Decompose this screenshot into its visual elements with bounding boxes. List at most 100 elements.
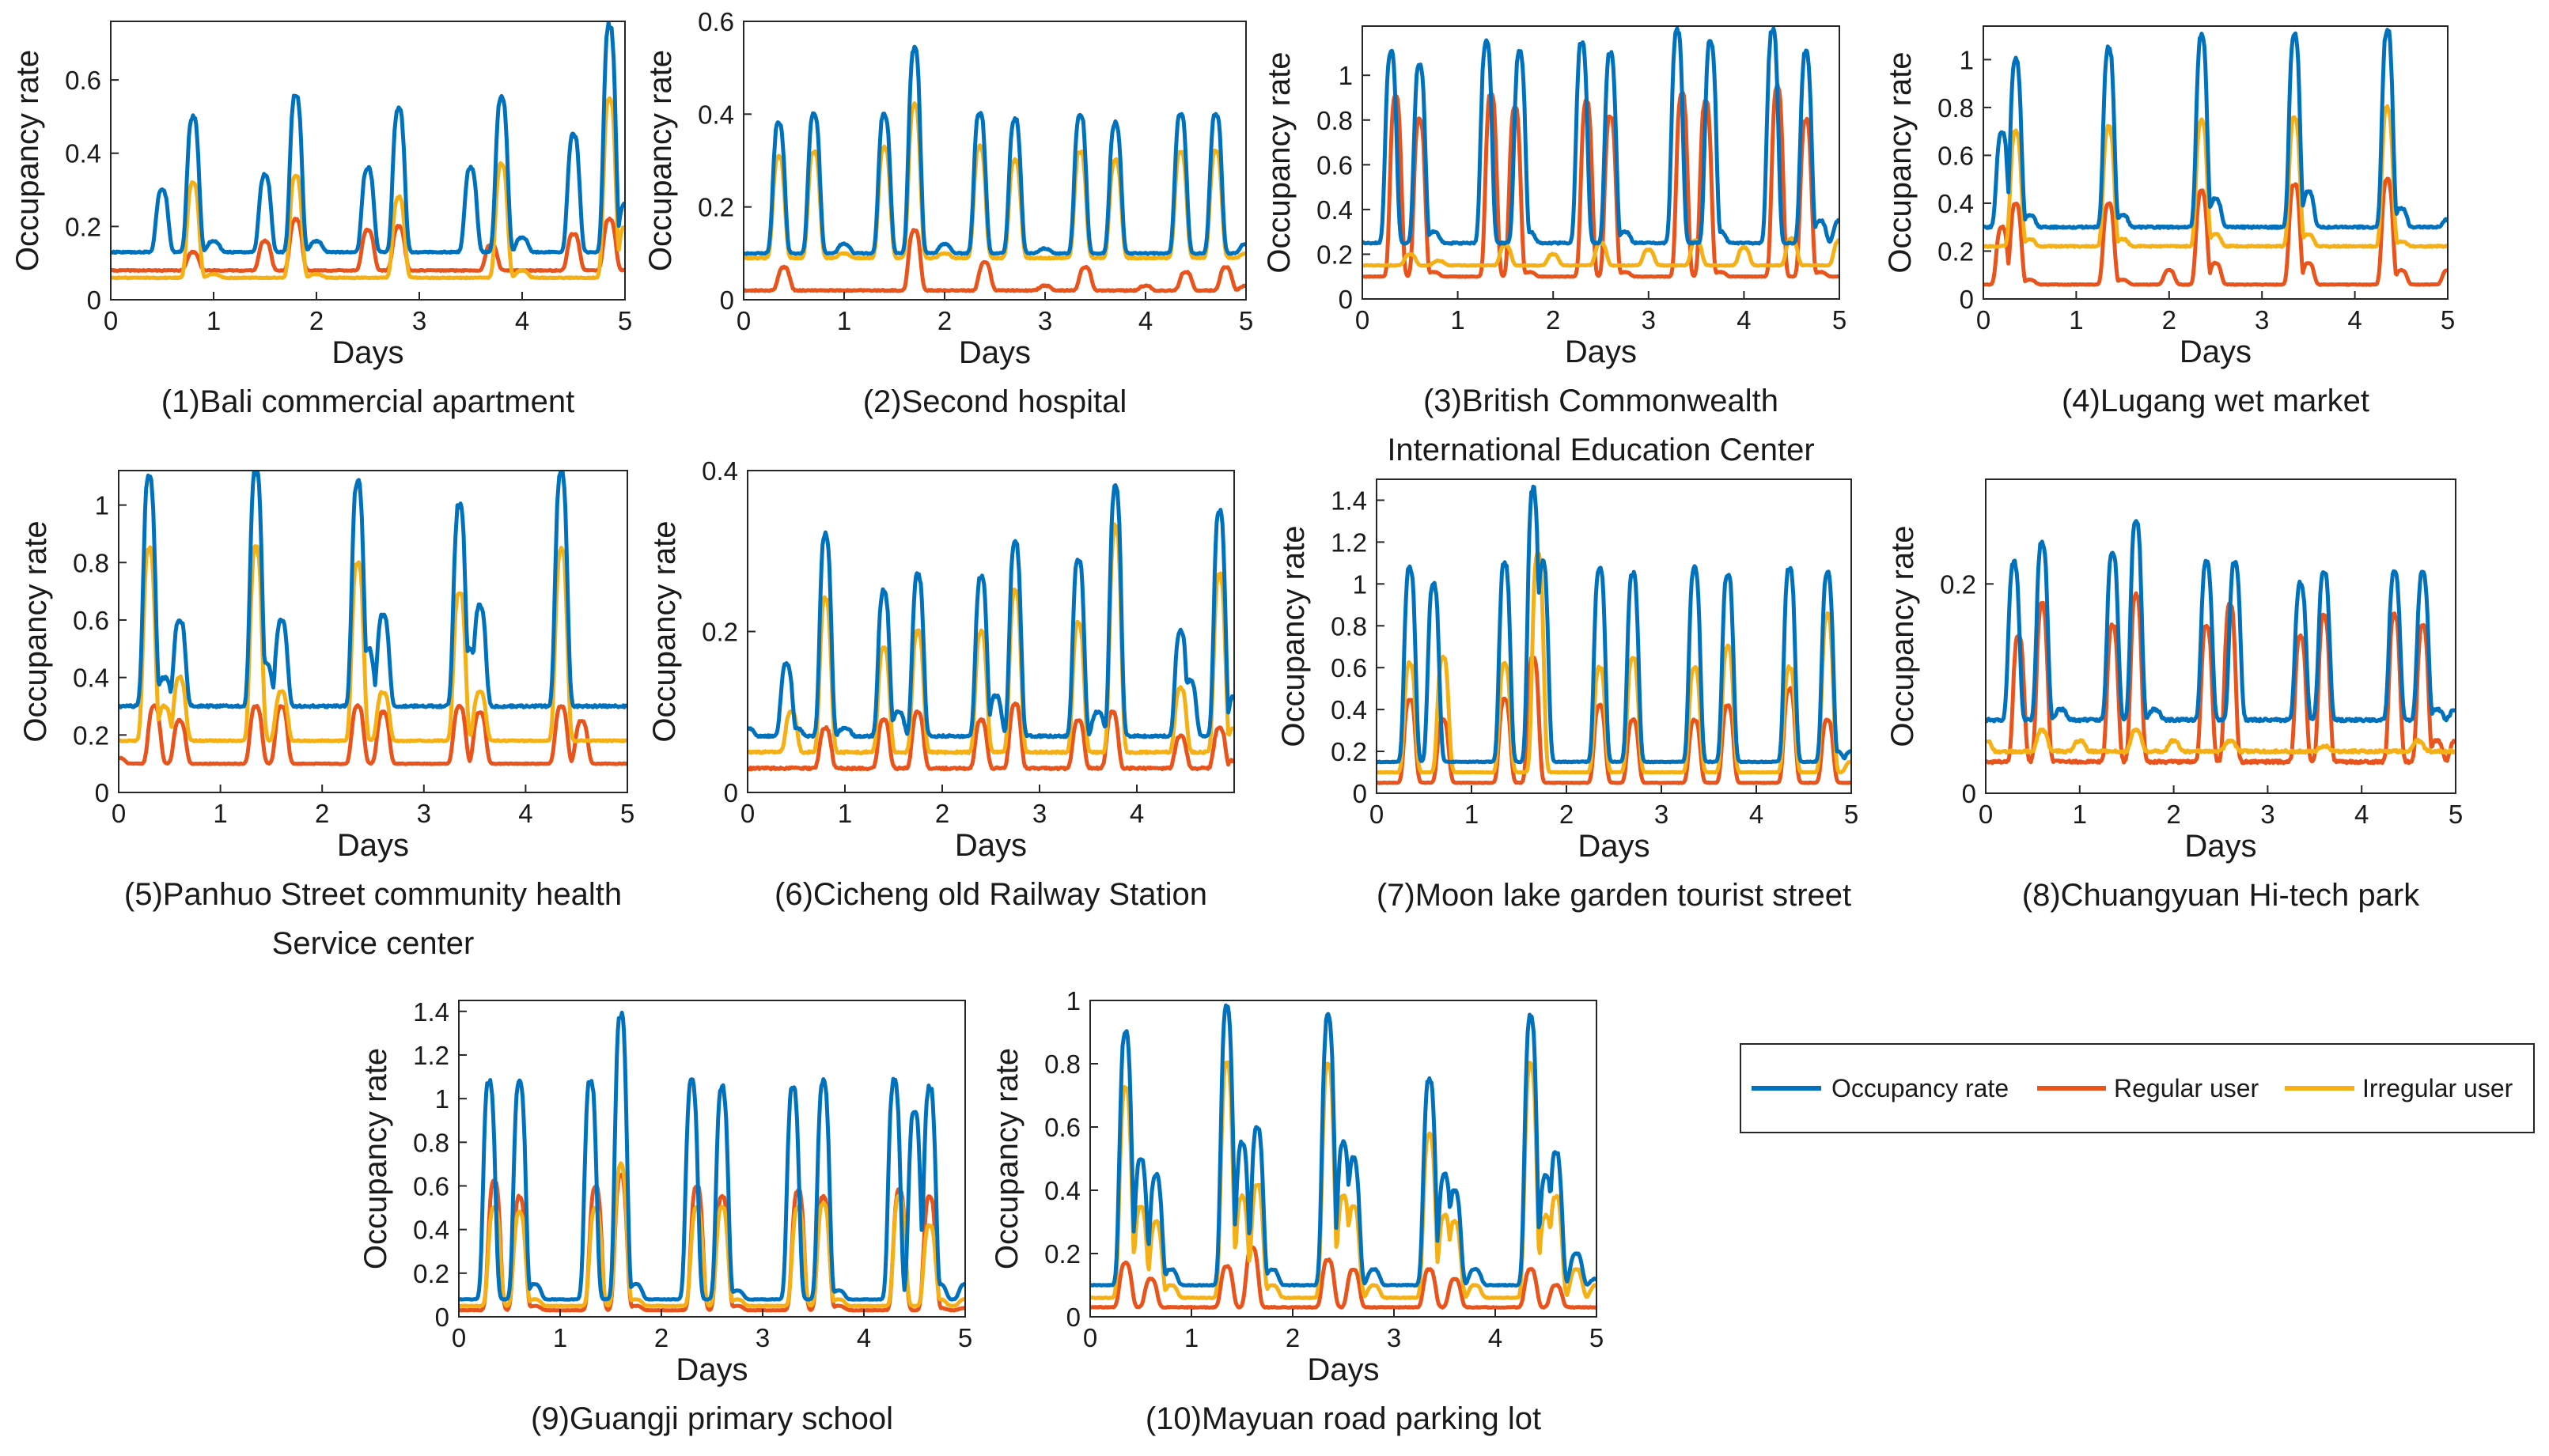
y-tick-label: 0	[720, 286, 734, 315]
x-tick-label: 3	[417, 799, 431, 828]
x-tick-label: 5	[1239, 306, 1253, 335]
series-line-regular	[1362, 82, 1839, 279]
plot-frame	[118, 470, 628, 793]
x-tick-label: 1	[1184, 1323, 1199, 1352]
y-tick-label: 0.2	[413, 1259, 449, 1288]
chart-caption: (2)Second hospital	[863, 384, 1127, 419]
y-tick-label: 0	[1353, 779, 1367, 808]
chart-caption: Service center	[272, 926, 475, 961]
y-tick-label: 0.2	[1940, 569, 1976, 599]
x-tick-label: 1	[1464, 800, 1479, 829]
chart-panel-6: 0 1 2 3 4 0 0.2 0.4 Days Occupancy rate (6)Cicheng…	[647, 456, 1235, 912]
y-tick-label: 1	[95, 491, 109, 520]
x-tick-label: 4	[1749, 800, 1763, 829]
legend-box	[1740, 1043, 2535, 1133]
chart-panel-3: 0 1 2 3 4 5 0 0.2 0.4 0.6 0.8 1 Days Occupancy rate (3…	[1262, 25, 1846, 467]
y-tick-label: 1	[1960, 45, 1974, 74]
x-axis-label: Days	[959, 335, 1031, 370]
y-tick-label: 0.4	[1316, 195, 1353, 225]
plot-frame	[743, 21, 1247, 301]
series-line-regular	[119, 703, 627, 766]
x-tick-label: 2	[309, 306, 324, 335]
series-line-irregular	[119, 544, 627, 743]
x-tick-label: 4	[1737, 305, 1751, 335]
chart-caption: (4)Lugang wet market	[2062, 384, 2369, 418]
series-line-irregular	[459, 1161, 965, 1308]
series-line-irregular	[748, 522, 1234, 755]
y-axis-label: Occupancy rate	[1883, 51, 1918, 273]
x-tick-label: 4	[1130, 799, 1144, 828]
x-tick-label: 3	[1642, 305, 1656, 335]
chart-caption: International Education Center	[1387, 433, 1814, 467]
x-tick-label: 4	[857, 1323, 871, 1352]
series-line-regular	[1090, 1246, 1596, 1310]
plot-frame	[458, 1000, 966, 1318]
series-line-occupancy	[119, 471, 627, 709]
x-axis-label: Days	[331, 335, 403, 370]
series-line-irregular	[1983, 104, 2448, 249]
plot-frame	[1089, 1000, 1597, 1318]
y-tick-label: 0.4	[1331, 695, 1367, 724]
y-axis-label: Occupancy rate	[1885, 525, 1920, 747]
x-axis-label: Days	[1565, 335, 1637, 369]
y-axis-label: Occupancy rate	[990, 1048, 1025, 1269]
x-tick-label: 1	[2073, 800, 2087, 829]
plot-frame	[1985, 478, 2456, 794]
x-tick-label: 4	[518, 799, 532, 828]
x-tick-label: 0	[1083, 1323, 1097, 1352]
y-tick-label: 0.2	[1044, 1239, 1081, 1269]
y-tick-label: 0.4	[698, 100, 734, 129]
y-tick-label: 0	[1962, 779, 1976, 808]
x-tick-label: 5	[958, 1323, 972, 1352]
x-tick-label: 1	[2069, 305, 2083, 335]
y-tick-label: 0.8	[1331, 611, 1367, 641]
y-tick-label: 0.8	[1044, 1049, 1081, 1079]
series-line-regular	[1983, 176, 2448, 287]
y-tick-label: 1	[1066, 986, 1081, 1015]
x-tick-label: 4	[2354, 800, 2369, 829]
x-tick-label: 1	[1450, 305, 1464, 335]
y-tick-label: 0.6	[73, 606, 109, 635]
y-tick-label: 0.8	[73, 548, 109, 577]
series-line-regular	[1986, 591, 2456, 766]
chart-panel-10: 0 1 2 3 4 5 0 0.2 0.4 0.6 0.8 1 Days Occupancy rate (1…	[990, 986, 1604, 1436]
y-axis-label: Occupancy rate	[643, 50, 678, 271]
chart-caption: (6)Cicheng old Railway Station	[775, 877, 1207, 912]
x-tick-label: 0	[737, 306, 751, 335]
y-tick-label: 0.8	[413, 1128, 449, 1157]
chart-caption: (1)Bali commercial apartment	[161, 384, 574, 419]
x-tick-label: 5	[2441, 305, 2455, 335]
series-line-regular	[1377, 654, 1851, 785]
y-axis-label: Occupancy rate	[10, 50, 45, 271]
y-tick-label: 1.4	[413, 997, 449, 1027]
x-tick-label: 2	[935, 799, 949, 828]
series-line-occupancy	[744, 44, 1246, 256]
y-tick-label: 0.2	[1316, 240, 1353, 269]
x-tick-label: 2	[2162, 305, 2176, 335]
y-tick-label: 0	[1960, 285, 1974, 314]
chart-panel-8: 0 1 2 3 4 5 0 0.2 Days Occupancy rate (8)Chuangyua…	[1885, 478, 2463, 913]
y-tick-label: 0.6	[698, 7, 734, 36]
y-tick-label: 1.4	[1331, 486, 1367, 515]
x-tick-label: 5	[1832, 305, 1846, 335]
x-axis-label: Days	[2184, 829, 2256, 864]
chart-caption: (10)Mayuan road parking lot	[1146, 1401, 1541, 1436]
series-line-regular	[744, 228, 1246, 293]
y-tick-label: 0	[1066, 1303, 1081, 1332]
x-tick-label: 4	[515, 306, 529, 335]
x-tick-label: 1	[837, 306, 851, 335]
x-tick-label: 0	[1979, 800, 1993, 829]
series-line-irregular	[1986, 727, 2456, 755]
chart-panel-1: 0 1 2 3 4 5 0 0.2 0.4 0.6 Days Occupancy rate (1)Bal…	[10, 21, 632, 419]
y-tick-label: 0.8	[1316, 106, 1353, 135]
x-axis-label: Days	[1578, 829, 1649, 864]
y-axis-label: Occupancy rate	[1276, 525, 1311, 747]
chart-caption: (5)Panhuo Street community health	[124, 877, 622, 912]
x-tick-label: 0	[1976, 305, 1990, 335]
x-tick-label: 5	[2449, 800, 2463, 829]
legend-label-regular: Regular user	[2114, 1074, 2259, 1102]
y-axis-label: Occupancy rate	[358, 1048, 393, 1269]
y-tick-label: 1	[435, 1084, 449, 1114]
chart-panel-9: 0 1 2 3 4 5 0 0.2 0.4 0.6 0.8 1 1.2 1.4 Days Occupancy …	[358, 997, 972, 1436]
y-axis-label: Occupancy rate	[647, 520, 682, 742]
